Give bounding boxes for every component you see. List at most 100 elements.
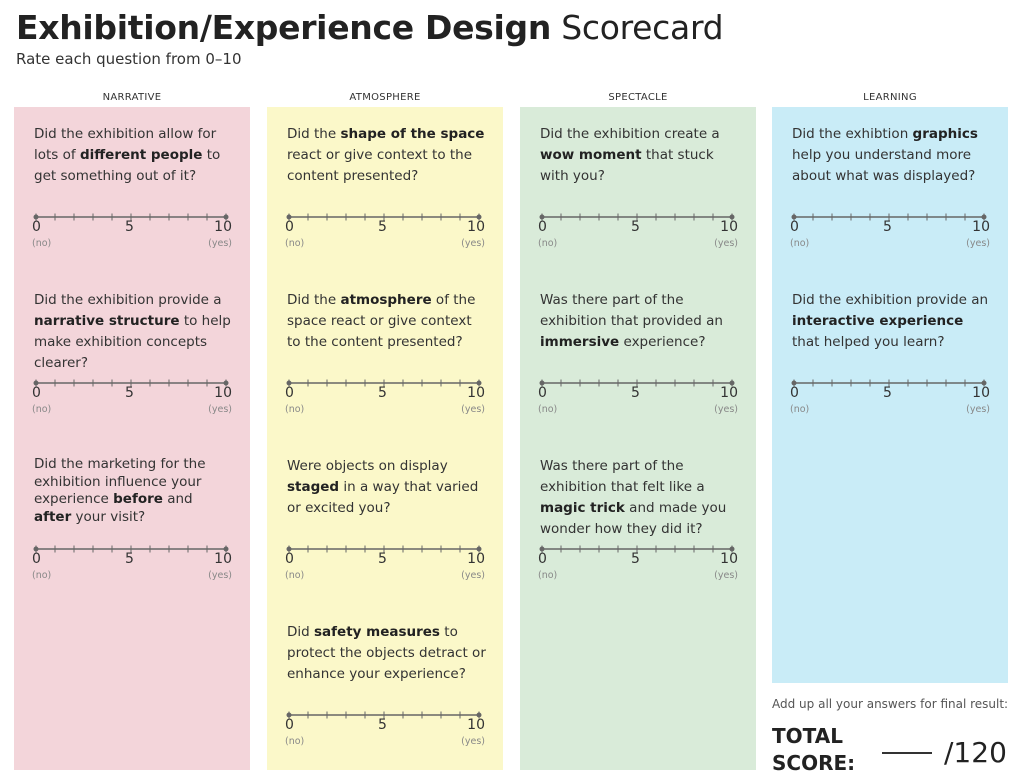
scale-min-label: (no) [285, 736, 305, 747]
scale-max-number: 10 [467, 219, 485, 235]
scale-line[interactable] [791, 211, 988, 223]
column-learning: Did the exhibtion graphics help you unde… [772, 107, 1008, 683]
rating-scale[interactable]: 0 5 10 (no) (yes) [790, 377, 990, 421]
scale-endpoint [539, 214, 545, 220]
title-bold: Exhibition/Experience Design [16, 8, 552, 47]
scale-endpoint [476, 712, 482, 718]
scale-min-number: 0 [285, 219, 294, 235]
scale-max-number: 10 [720, 219, 738, 235]
question-text: Did the exhibtion graphics help you unde… [792, 126, 978, 184]
total-label-line1: TOTAL [772, 724, 843, 748]
scale-max-label: (yes) [461, 736, 485, 747]
scale-line[interactable] [33, 211, 230, 223]
scale-max-number: 10 [467, 551, 485, 567]
rating-scale[interactable]: 0 5 10 (no) (yes) [32, 377, 232, 421]
scale-max-label: (yes) [208, 404, 232, 415]
scale-mid-number: 5 [125, 219, 134, 235]
rating-scale[interactable]: 0 5 10 (no) (yes) [32, 211, 232, 255]
scale-line[interactable] [539, 377, 736, 389]
scale-min-label: (no) [285, 404, 305, 415]
scale-endpoint [476, 380, 482, 386]
rating-scale[interactable]: 0 5 10 (no) (yes) [285, 377, 485, 421]
question-text: Did the marketing for the exhibition inf… [34, 456, 206, 525]
scale-endpoint [223, 380, 229, 386]
scale-mid-number: 5 [125, 551, 134, 567]
question-text: Did the atmosphere of the space react or… [287, 292, 476, 350]
scale-endpoint [286, 546, 292, 552]
column-narrative: Did the exhibition allow for lots of dif… [14, 107, 250, 770]
scale-min-number: 0 [538, 219, 547, 235]
rating-scale[interactable]: 0 5 10 (no) (yes) [538, 377, 738, 421]
scale-min-number: 0 [32, 551, 41, 567]
scale-mid-number: 5 [378, 385, 387, 401]
scale-line[interactable] [539, 543, 736, 555]
scale-max-label: (yes) [714, 570, 738, 581]
scale-mid-number: 5 [883, 219, 892, 235]
scale-line[interactable] [791, 377, 988, 389]
column-spectacle: Did the exhibition create a wow moment t… [520, 107, 756, 770]
scale-endpoint [223, 546, 229, 552]
column-header-spectacle: SPECTACLE [608, 92, 668, 103]
scale-endpoint [539, 380, 545, 386]
scale-max-number: 10 [214, 219, 232, 235]
scale-min-number: 0 [285, 717, 294, 733]
scale-max-label: (yes) [461, 570, 485, 581]
scale-mid-number: 5 [125, 385, 134, 401]
scale-max-number: 10 [467, 385, 485, 401]
scale-max-label: (yes) [461, 404, 485, 415]
scale-min-label: (no) [538, 238, 558, 249]
scale-endpoint [981, 380, 987, 386]
scale-max-label: (yes) [714, 238, 738, 249]
scale-max-label: (yes) [966, 404, 990, 415]
total-score-label: TOTAL SCORE: [772, 723, 855, 777]
scale-min-number: 0 [790, 219, 799, 235]
scale-line[interactable] [286, 543, 483, 555]
column-atmosphere: Did the shape of the space react or give… [267, 107, 503, 770]
rating-scale[interactable]: 0 5 10 (no) (yes) [538, 543, 738, 587]
scale-min-number: 0 [285, 385, 294, 401]
page-title: Exhibition/Experience Design Scorecard [16, 8, 724, 48]
scale-line[interactable] [33, 543, 230, 555]
scale-min-label: (no) [285, 570, 305, 581]
scale-endpoint [729, 380, 735, 386]
scale-endpoint [729, 214, 735, 220]
scale-min-number: 0 [538, 385, 547, 401]
question-text: Did the shape of the space react or give… [287, 126, 485, 184]
scale-endpoint [223, 214, 229, 220]
scale-endpoint [286, 712, 292, 718]
scale-mid-number: 5 [631, 385, 640, 401]
total-score-blank[interactable] [882, 752, 932, 754]
rating-scale[interactable]: 0 5 10 (no) (yes) [32, 543, 232, 587]
scale-max-number: 10 [972, 219, 990, 235]
rating-scale[interactable]: 0 5 10 (no) (yes) [285, 543, 485, 587]
scale-line[interactable] [33, 377, 230, 389]
scale-mid-number: 5 [883, 385, 892, 401]
scale-max-label: (yes) [461, 238, 485, 249]
scale-min-label: (no) [32, 238, 52, 249]
scale-min-number: 0 [285, 551, 294, 567]
scale-min-label: (no) [32, 404, 52, 415]
scale-min-label: (no) [538, 404, 558, 415]
rating-scale[interactable]: 0 5 10 (no) (yes) [285, 211, 485, 255]
question-text: Did safety measures to protect the objec… [287, 624, 486, 682]
scale-line[interactable] [286, 211, 483, 223]
scale-min-label: (no) [538, 570, 558, 581]
scale-endpoint [476, 546, 482, 552]
scale-endpoint [33, 546, 39, 552]
rating-scale[interactable]: 0 5 10 (no) (yes) [285, 709, 485, 753]
scale-line[interactable] [539, 211, 736, 223]
rating-scale[interactable]: 0 5 10 (no) (yes) [790, 211, 990, 255]
scale-endpoint [33, 380, 39, 386]
scale-mid-number: 5 [631, 551, 640, 567]
column-header-learning: LEARNING [863, 92, 917, 103]
scale-line[interactable] [286, 709, 483, 721]
question-text: Did the exhibition create a wow moment t… [540, 126, 720, 184]
scale-line[interactable] [286, 377, 483, 389]
rating-scale[interactable]: 0 5 10 (no) (yes) [538, 211, 738, 255]
scale-max-number: 10 [214, 385, 232, 401]
scale-max-number: 10 [972, 385, 990, 401]
scale-endpoint [981, 214, 987, 220]
scale-mid-number: 5 [378, 551, 387, 567]
scale-max-label: (yes) [208, 570, 232, 581]
scale-min-number: 0 [32, 385, 41, 401]
